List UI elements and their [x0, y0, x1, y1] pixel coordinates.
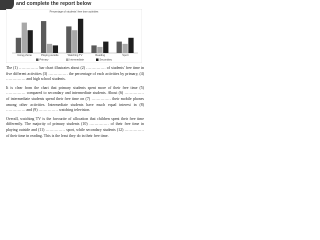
bar: [97, 46, 103, 53]
page: {"header": {"title": "and complete the r…: [0, 0, 149, 198]
bar: [52, 45, 59, 53]
chart: Percentage of students' free time activi…: [6, 9, 142, 63]
bar: [72, 30, 78, 53]
bar: [122, 43, 128, 53]
bar: [15, 37, 22, 53]
x-tick-label: Using phone: [17, 53, 32, 57]
legend-swatch: [96, 58, 99, 61]
bar: [40, 21, 47, 53]
bar: [66, 26, 72, 53]
x-tick-label: Playing outside: [41, 53, 59, 57]
bar: [77, 18, 84, 53]
title: and complete the report below: [16, 1, 92, 7]
x-tick-label: Sport: [122, 53, 128, 57]
bar: [91, 45, 97, 53]
bar: [46, 43, 53, 53]
x-tick-label: Watching TV: [68, 53, 83, 57]
legend-label: Secondary: [100, 58, 113, 62]
x-tick-label: Reading: [95, 53, 105, 57]
bar: [27, 30, 33, 53]
legend-swatch: [36, 58, 39, 61]
chart-title: Percentage of students' free time activi…: [50, 10, 99, 14]
paragraph: Overall, watching TV is the favourite of…: [6, 116, 144, 138]
paragraph: It is clear from the chart that primary …: [6, 85, 144, 113]
paragraph: The (1) …………… bar chart illustrates abou…: [6, 66, 144, 82]
report-text: The (1) …………… bar chart illustrates abou…: [6, 66, 144, 142]
legend-label: Primary: [40, 58, 50, 62]
bar: [128, 37, 134, 53]
bar: [21, 22, 27, 53]
legend-label: Intermediate: [70, 58, 85, 62]
bar: [116, 41, 122, 53]
legend-swatch: [66, 58, 69, 61]
bar: [103, 41, 109, 53]
corner-shape: [0, 0, 14, 10]
